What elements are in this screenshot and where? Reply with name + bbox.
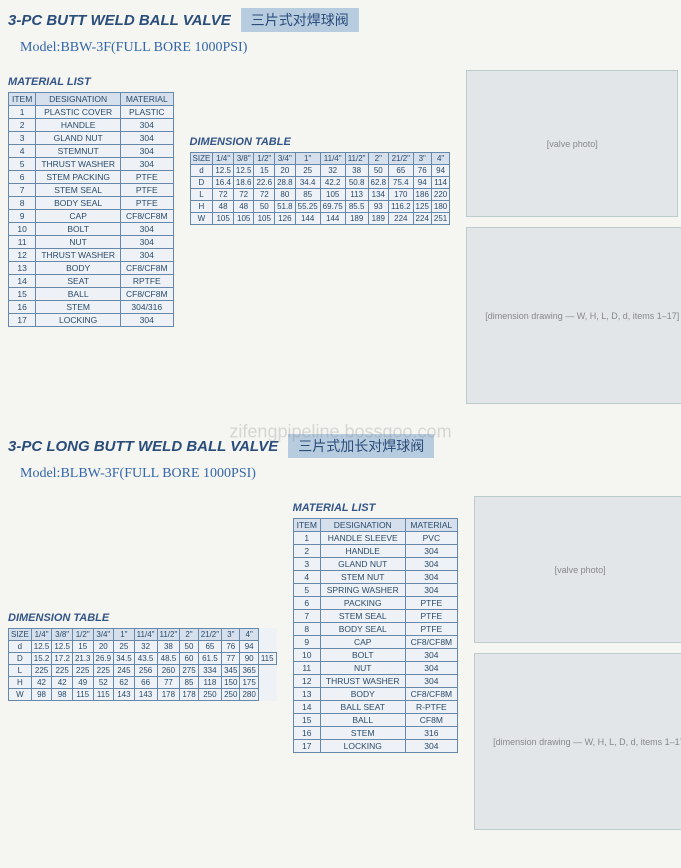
- title-bar-2: 3-PC LONG BUTT WELD BALL VALVE 三片式加长对焊球阀: [8, 434, 673, 458]
- col-header: MATERIAL: [405, 519, 458, 532]
- col-header: 11/2": [345, 153, 368, 165]
- material-table-2: ITEMDESIGNATIONMATERIAL 1HANDLE SLEEVEPV…: [293, 518, 459, 753]
- col-header: MATERIAL: [120, 93, 173, 106]
- material-row: 5THRUST WASHER304: [9, 158, 174, 171]
- dimension-row: d12.512.5152025323850657694: [190, 165, 450, 177]
- col-header: 11/4": [320, 153, 345, 165]
- material-row: 11NUT304: [9, 236, 174, 249]
- col-header: 2": [180, 629, 198, 641]
- dimension-row: L7272728085105113134170186220: [190, 189, 450, 201]
- material-row: 1HANDLE SLEEVEPVC: [293, 532, 458, 545]
- material-row: 12THRUST WASHER304: [9, 249, 174, 262]
- col-header: 2": [368, 153, 389, 165]
- material-row: 6STEM PACKINGPTFE: [9, 171, 174, 184]
- col-header: 4": [431, 153, 449, 165]
- col-header: 21/2": [198, 629, 221, 641]
- material-row: 2HANDLE304: [293, 545, 458, 558]
- col-header: 3/8": [233, 153, 254, 165]
- material-row: 13BODYCF8/CF8M: [9, 262, 174, 275]
- col-header: ITEM: [9, 93, 36, 106]
- material-row: 8BODY SEALPTFE: [293, 623, 458, 636]
- col-header: 3": [222, 629, 240, 641]
- title-1: 3-PC BUTT WELD BALL VALVE: [8, 12, 231, 29]
- material-row: 17LOCKING304: [9, 314, 174, 327]
- model-1: Model:BBW-3F(FULL BORE 1000PSI): [20, 40, 673, 56]
- material-row: 1PLASTIC COVERPLASTIC: [9, 106, 174, 119]
- material-row: 15BALLCF8M: [293, 714, 458, 727]
- col-header: 3/8": [52, 629, 73, 641]
- col-header: 11/4": [134, 629, 157, 641]
- valve-photo-1: [valve photo]: [466, 70, 678, 217]
- material-row: 9CAPCF8/CF8M: [9, 210, 174, 223]
- col-header: DESIGNATION: [36, 93, 121, 106]
- dimension-drawing-1: [dimension drawing — W, H, L, D, d, item…: [466, 227, 681, 404]
- dimension-table-1: SIZE1/4"3/8"1/2"3/4"1"11/4"11/2"2"21/2"3…: [190, 152, 451, 225]
- dimension-row: W9898115115143143178178250250280: [9, 689, 277, 701]
- dimension-table-2: SIZE1/4"3/8"1/2"3/4"1"11/4"11/2"2"21/2"3…: [8, 628, 277, 701]
- material-row: 4STEMNUT304: [9, 145, 174, 158]
- col-header: 3/4": [93, 629, 114, 641]
- col-header: ITEM: [293, 519, 320, 532]
- material-row: 15BALLCF8/CF8M: [9, 288, 174, 301]
- material-row: 13BODYCF8/CF8M: [293, 688, 458, 701]
- material-table-1: ITEMDESIGNATIONMATERIAL 1PLASTIC COVERPL…: [8, 92, 174, 327]
- col-header: 1": [295, 153, 320, 165]
- material-header-2: MATERIAL LIST: [293, 502, 459, 514]
- title-bar-1: 3-PC BUTT WELD BALL VALVE 三片式对焊球阀: [8, 8, 673, 32]
- col-header: 11/2": [157, 629, 180, 641]
- material-header-1: MATERIAL LIST: [8, 76, 174, 88]
- col-header: 3/4": [275, 153, 296, 165]
- material-row: 3GLAND NUT304: [293, 558, 458, 571]
- section-1: 3-PC BUTT WELD BALL VALVE 三片式对焊球阀 Model:…: [8, 8, 673, 404]
- material-row: 11NUT304: [293, 662, 458, 675]
- material-row: 7STEM SEALPTFE: [293, 610, 458, 623]
- dimension-row: D15.217.221.326.934.543.548.56061.577901…: [9, 653, 277, 665]
- material-row: 16STEM304/316: [9, 301, 174, 314]
- col-header: DESIGNATION: [320, 519, 405, 532]
- dimension-header-1: DIMENSION TABLE: [190, 136, 451, 148]
- col-header: 1/2": [72, 629, 93, 641]
- chinese-2: 三片式加长对焊球阀: [288, 434, 434, 458]
- material-row: 7STEM SEALPTFE: [9, 184, 174, 197]
- col-header: 4": [240, 629, 258, 641]
- col-header: 21/2": [389, 153, 413, 165]
- col-header: 1": [114, 629, 135, 641]
- material-row: 12THRUST WASHER304: [293, 675, 458, 688]
- dimension-row: H4242495262667785118150175: [9, 677, 277, 689]
- dimension-row: L225225225225245256260275334345365: [9, 665, 277, 677]
- material-row: 14BALL SEATR-PTFE: [293, 701, 458, 714]
- col-header: 1/4": [213, 153, 234, 165]
- col-header: 1/2": [254, 153, 275, 165]
- dimension-row: W105105105126144144189189224224251: [190, 213, 450, 225]
- dimension-row: H48485051.855.2569.7585.593116.2125180: [190, 201, 450, 213]
- model-2: Model:BLBW-3F(FULL BORE 1000PSI): [20, 466, 673, 482]
- material-row: 8BODY SEALPTFE: [9, 197, 174, 210]
- material-row: 9CAPCF8/CF8M: [293, 636, 458, 649]
- section-2: 3-PC LONG BUTT WELD BALL VALVE 三片式加长对焊球阀…: [8, 434, 673, 830]
- col-header: SIZE: [9, 629, 32, 641]
- material-row: 10BOLT304: [293, 649, 458, 662]
- material-row: 5SPRING WASHER304: [293, 584, 458, 597]
- chinese-1: 三片式对焊球阀: [241, 8, 359, 32]
- dimension-drawing-2: [dimension drawing — W, H, L, D, d, item…: [474, 653, 681, 830]
- material-row: 16STEM316: [293, 727, 458, 740]
- material-row: 14SEATRPTFE: [9, 275, 174, 288]
- col-header: 1/4": [31, 629, 52, 641]
- material-row: 6PACKINGPTFE: [293, 597, 458, 610]
- col-header: SIZE: [190, 153, 213, 165]
- title-2: 3-PC LONG BUTT WELD BALL VALVE: [8, 438, 278, 455]
- material-row: 2HANDLE304: [9, 119, 174, 132]
- col-header: 3": [413, 153, 431, 165]
- material-row: 4STEM NUT304: [293, 571, 458, 584]
- dimension-row: d12.512.5152025323850657694: [9, 641, 277, 653]
- valve-photo-2: [valve photo]: [474, 496, 681, 643]
- material-row: 17LOCKING304: [293, 740, 458, 753]
- material-row: 3GLAND NUT304: [9, 132, 174, 145]
- dimension-row: D16.418.622.628.834.442.250.862.875.4941…: [190, 177, 450, 189]
- material-row: 10BOLT304: [9, 223, 174, 236]
- dimension-header-2: DIMENSION TABLE: [8, 612, 277, 624]
